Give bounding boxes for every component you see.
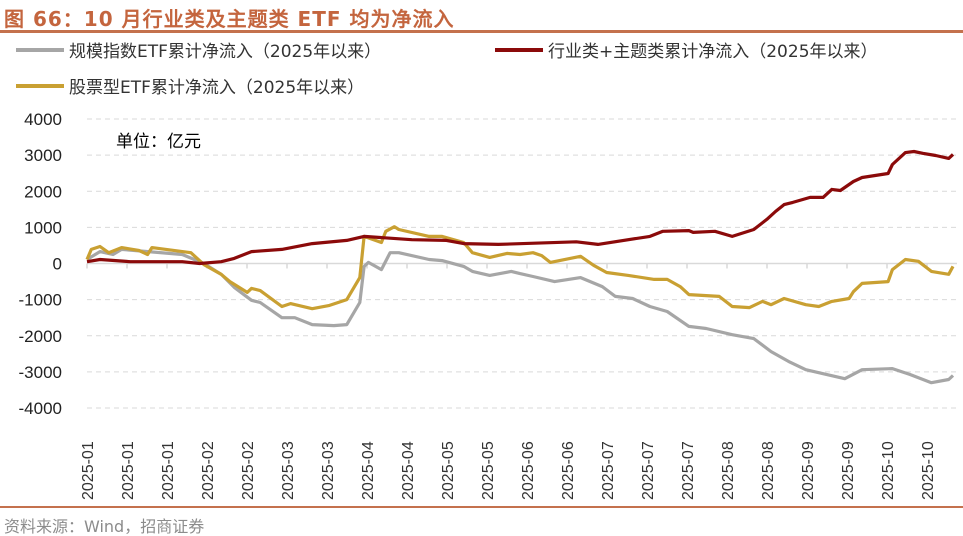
- x-tick-label: 2025-10: [880, 441, 897, 500]
- y-tick-label: 1000: [24, 218, 62, 237]
- x-tick-label: 2025-07: [640, 441, 657, 500]
- x-tick-label: 2025-04: [360, 441, 377, 500]
- footer-divider: [0, 506, 963, 508]
- x-tick-label: 2025-08: [760, 441, 777, 500]
- x-tick-label: 2025-01: [160, 441, 177, 500]
- series-line-1: [86, 149, 955, 266]
- y-tick-label: -3000: [19, 363, 62, 382]
- y-tick-label: -2000: [19, 327, 62, 346]
- x-tick-label: 2025-07: [680, 441, 697, 500]
- legend-label: 规模指数ETF累计净流入（2025年以来）: [69, 42, 382, 62]
- y-tick-label: 0: [53, 255, 62, 274]
- x-tick-label: 2025-09: [840, 441, 857, 500]
- title-divider: [0, 30, 963, 33]
- legend-swatch: [16, 47, 64, 52]
- legend-swatch: [16, 83, 64, 88]
- legend-item-industry-theme: 行业类+主题类累计净流入（2025年以来）: [495, 37, 878, 62]
- x-tick-label: 2025-09: [800, 441, 817, 500]
- y-tick-label: 4000: [24, 110, 62, 129]
- x-tick-label: 2025-01: [120, 441, 137, 500]
- legend-label: 行业类+主题类累计净流入（2025年以来）: [548, 42, 878, 62]
- x-tick-label: 2025-04: [400, 441, 417, 500]
- legend-label: 股票型ETF累计净流入（2025年以来）: [69, 78, 365, 98]
- x-tick-label: 2025-01: [80, 441, 97, 500]
- series-line-0: [86, 247, 955, 385]
- x-tick-label: 2025-03: [280, 441, 297, 500]
- y-tick-label: -1000: [19, 291, 62, 310]
- source-note: 资料来源：Wind，招商证券: [4, 517, 205, 536]
- y-tick-label: -4000: [19, 399, 62, 418]
- x-tick-label: 2025-08: [720, 441, 737, 500]
- x-tick-label: 2025-06: [520, 441, 537, 500]
- x-tick-label: 2025-10: [920, 441, 937, 500]
- legend-swatch: [495, 47, 543, 52]
- x-tick-label: 2025-05: [480, 441, 497, 500]
- x-tick-label: 2025-02: [200, 441, 217, 500]
- x-tick-label: 2025-07: [600, 441, 617, 500]
- series-line-2: [85, 225, 955, 311]
- x-tick-label: 2025-06: [560, 441, 577, 500]
- figure-title: 图 66：10 月行业类及主题类 ETF 均为净流入: [4, 7, 455, 31]
- unit-label: 单位：亿元: [116, 132, 201, 152]
- x-tick-label: 2025-02: [240, 441, 257, 500]
- x-tick-label: 2025-03: [320, 441, 337, 500]
- x-tick-label: 2025-05: [440, 441, 457, 500]
- legend-item-scale-index: 规模指数ETF累计净流入（2025年以来）: [16, 37, 381, 62]
- y-tick-label: 3000: [24, 146, 62, 165]
- y-tick-label: 2000: [24, 182, 62, 201]
- legend-item-equity-etf: 股票型ETF累计净流入（2025年以来）: [16, 73, 364, 98]
